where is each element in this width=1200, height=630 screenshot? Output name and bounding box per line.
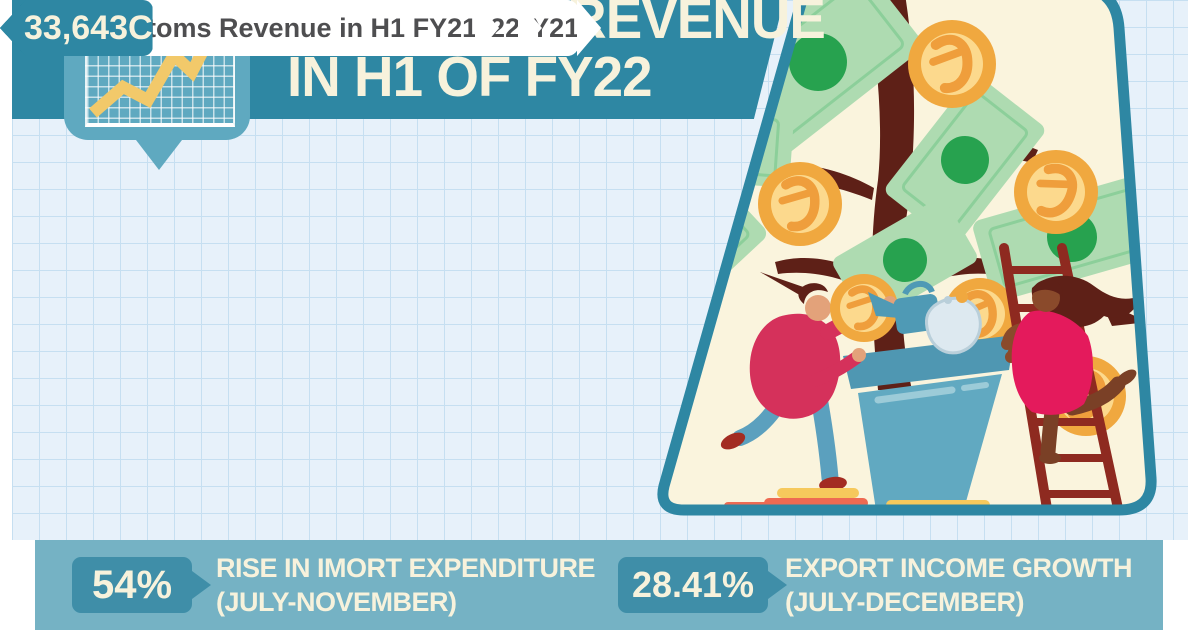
- footer-label-line2: (JULY-DECEMBER): [785, 587, 1025, 617]
- footer-stat-value: 28.41%: [618, 557, 787, 613]
- stat-value: 33,643C: [0, 0, 153, 56]
- woman-figure: [1001, 275, 1140, 464]
- footer-stat-label: RISE IN IMORT EXPENDITURE (JULY-NOVEMBER…: [216, 551, 596, 619]
- footer-stat-label: EXPORT INCOME GROWTH (JULY-DECEMBER): [785, 551, 1133, 619]
- footer-bar: 54% RISE IN IMORT EXPENDITURE (JULY-NOVE…: [35, 540, 1163, 630]
- money-pot: [843, 335, 1015, 510]
- panel-border: [657, 0, 1157, 516]
- money-sack: [924, 291, 982, 355]
- footer-stat-value: 54%: [72, 557, 211, 613]
- footer-label-line2: (JULY-NOVEMBER): [216, 587, 457, 617]
- footer-label-line1: RISE IN IMORT EXPENDITURE: [216, 553, 596, 583]
- footer-label-line1: EXPORT INCOME GROWTH: [785, 553, 1133, 583]
